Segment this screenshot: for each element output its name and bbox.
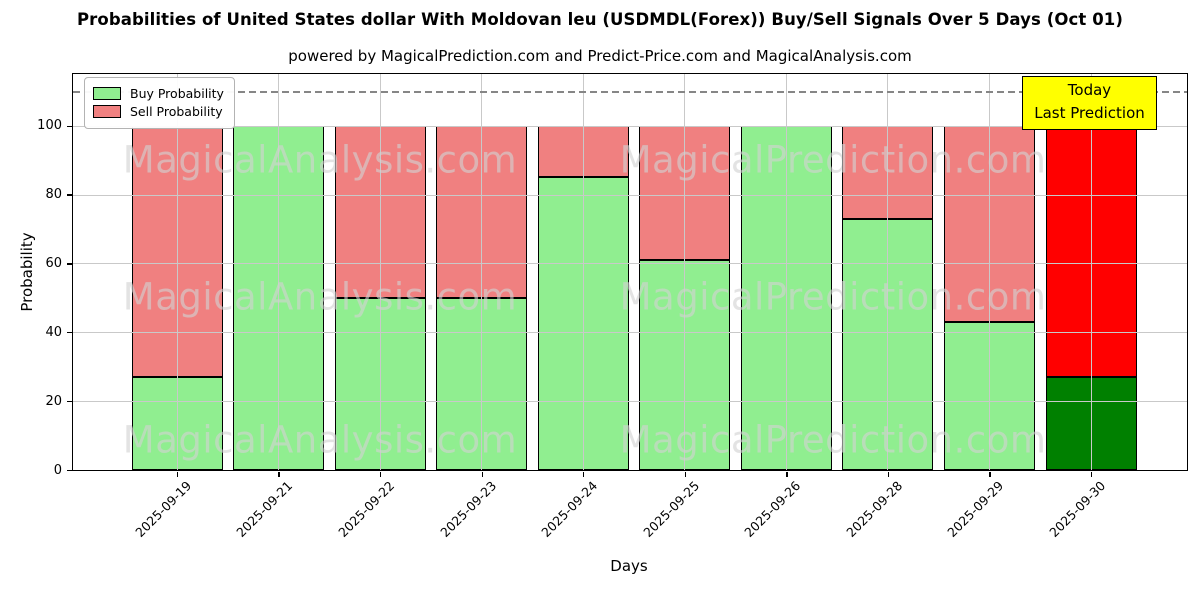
x-tick-label: 2025-09-24 — [538, 478, 601, 540]
gridline-vertical — [988, 74, 990, 470]
today-last-prediction-callout: Today Last Prediction — [1022, 76, 1157, 130]
plot-area — [72, 73, 1188, 471]
y-tick-label: 0 — [53, 462, 62, 478]
x-tick-label: 2025-09-23 — [436, 478, 499, 540]
x-tick-mark — [786, 472, 788, 477]
buy-swatch-icon — [93, 87, 121, 100]
y-tick-mark — [67, 194, 72, 196]
gridline-horizontal — [73, 332, 1187, 334]
x-tick-label: 2025-09-25 — [639, 478, 702, 540]
watermark-text: MagicalPrediction.com — [619, 418, 1047, 462]
x-tick-label: 2025-09-19 — [132, 478, 195, 540]
gridline-vertical — [278, 74, 280, 470]
x-tick-mark — [481, 472, 483, 477]
x-tick-mark — [380, 472, 382, 477]
gridline-vertical — [481, 74, 483, 470]
legend-label-buy: Buy Probability — [130, 86, 224, 101]
x-tick-label: 2025-09-22 — [335, 478, 398, 540]
legend-item-buy: Buy Probability — [93, 86, 224, 101]
gridline-vertical — [684, 74, 686, 470]
x-tick-mark — [583, 472, 585, 477]
y-tick-label: 80 — [45, 187, 62, 203]
y-tick-mark — [67, 469, 72, 472]
watermark-text: MagicalPrediction.com — [619, 275, 1047, 319]
gridline-horizontal — [73, 401, 1187, 403]
y-tick-label: 40 — [45, 324, 62, 340]
gridline-horizontal — [73, 263, 1187, 265]
watermark-text: MagicalAnalysis.com — [122, 275, 518, 319]
x-tick-mark — [989, 472, 991, 477]
x-tick-mark — [887, 472, 890, 477]
chart-title: Probabilities of United States dollar Wi… — [76, 10, 1124, 29]
sell-swatch-icon — [93, 105, 121, 118]
y-tick-label: 20 — [45, 393, 62, 409]
x-tick-mark — [1090, 472, 1093, 477]
gridline-vertical — [887, 74, 889, 470]
x-tick-label: 2025-09-28 — [843, 478, 906, 540]
x-tick-label: 2025-09-21 — [233, 478, 296, 540]
x-axis-label: Days — [610, 557, 648, 575]
gridline-vertical — [785, 74, 787, 470]
y-axis-label: Probability — [18, 232, 36, 312]
y-tick-mark — [67, 125, 72, 127]
watermark-text: MagicalPrediction.com — [619, 138, 1047, 182]
x-tick-label: 2025-09-29 — [944, 478, 1007, 540]
y-tick-mark — [67, 263, 72, 265]
gridline-vertical — [379, 74, 381, 470]
x-tick-mark — [278, 472, 280, 477]
y-tick-mark — [67, 332, 72, 334]
gridline-horizontal — [73, 194, 1187, 196]
gridline-vertical — [1090, 74, 1092, 470]
callout-line-2: Last Prediction — [1034, 104, 1145, 123]
legend-label-sell: Sell Probability — [130, 104, 223, 119]
gridline-vertical — [582, 74, 584, 470]
gridline-vertical — [176, 74, 178, 470]
chart-subtitle: powered by MagicalPrediction.com and Pre… — [288, 47, 912, 65]
gridline-horizontal — [73, 125, 1187, 127]
x-tick-mark — [684, 472, 686, 477]
dashed-reference-line — [73, 91, 1187, 93]
y-tick-label: 100 — [37, 118, 62, 134]
watermark-text: MagicalAnalysis.com — [122, 418, 518, 462]
y-tick-label: 60 — [45, 255, 62, 271]
callout-line-1: Today — [1067, 81, 1112, 99]
y-tick-mark — [67, 401, 72, 403]
watermark-text: MagicalAnalysis.com — [122, 138, 518, 182]
x-tick-label: 2025-09-30 — [1046, 478, 1109, 540]
legend-item-sell: Sell Probability — [93, 104, 224, 119]
legend: Buy Probability Sell Probability — [84, 77, 235, 129]
x-tick-label: 2025-09-26 — [741, 478, 804, 540]
x-tick-mark — [176, 472, 179, 477]
